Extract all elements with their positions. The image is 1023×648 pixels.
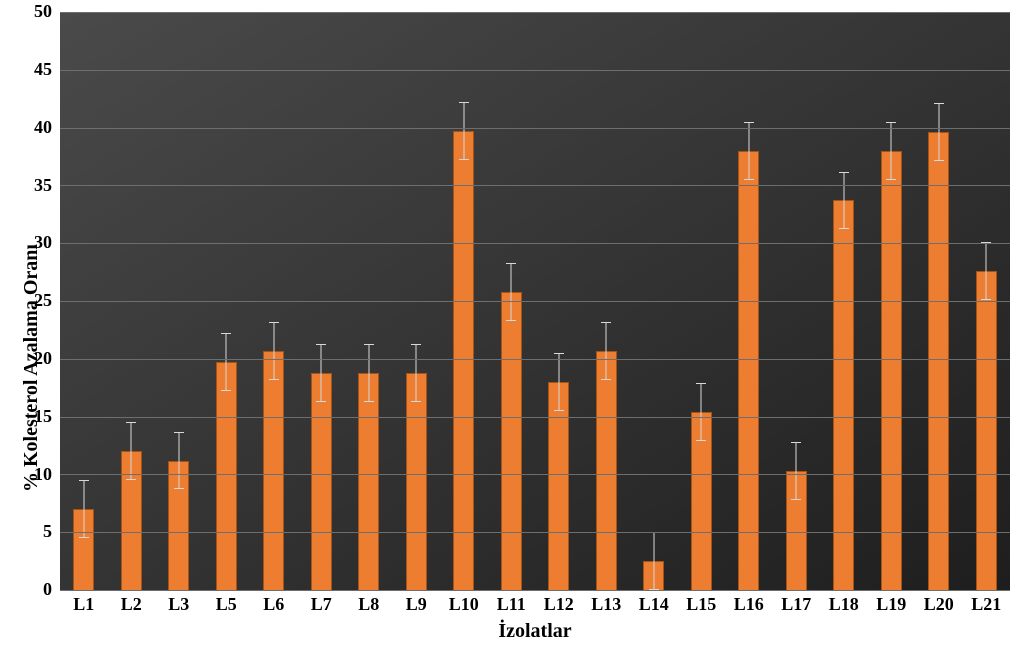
x-tick-label: L9	[393, 594, 441, 615]
gridline	[60, 243, 1010, 244]
error-bar	[269, 322, 279, 380]
x-tick-label: L11	[488, 594, 536, 615]
bar	[928, 132, 949, 590]
x-tick-label: L20	[915, 594, 963, 615]
gridline	[60, 128, 1010, 129]
x-tick-label: L15	[678, 594, 726, 615]
x-tick-label: L8	[345, 594, 393, 615]
error-bar	[221, 333, 231, 391]
x-tick-label: L21	[963, 594, 1011, 615]
error-bar	[79, 480, 89, 538]
error-bar	[696, 383, 706, 441]
error-bar	[934, 103, 944, 161]
gridline	[60, 185, 1010, 186]
error-bar	[886, 122, 896, 180]
chart-frame: 05101520253035404550 L1L2L3L5L6L7L8L9L10…	[0, 0, 1023, 648]
x-tick-label: L10	[440, 594, 488, 615]
error-bar	[839, 172, 849, 230]
bar	[216, 362, 237, 590]
bar	[406, 373, 427, 590]
bar	[976, 271, 997, 590]
bar	[358, 373, 379, 590]
bar	[501, 292, 522, 590]
x-tick-label: L2	[108, 594, 156, 615]
bar	[881, 151, 902, 590]
x-axis-label: İzolatlar	[60, 620, 1010, 643]
gridline	[60, 359, 1010, 360]
y-tick-label: 50	[0, 1, 52, 22]
gridline	[60, 301, 1010, 302]
gridline	[60, 532, 1010, 533]
error-bar	[316, 344, 326, 402]
x-tick-label: L16	[725, 594, 773, 615]
error-bar	[601, 322, 611, 380]
error-bar	[554, 353, 564, 411]
x-tick-label: L6	[250, 594, 298, 615]
y-tick-label: 5	[0, 521, 52, 542]
x-tick-label: L5	[203, 594, 251, 615]
bar	[263, 351, 284, 590]
gridline	[60, 590, 1010, 591]
gridline	[60, 417, 1010, 418]
y-tick-label: 35	[0, 175, 52, 196]
error-bar	[744, 122, 754, 180]
x-tick-label: L3	[155, 594, 203, 615]
error-bar	[174, 432, 184, 490]
gridline	[60, 70, 1010, 71]
x-tick-label: L18	[820, 594, 868, 615]
x-tick-label: L14	[630, 594, 678, 615]
error-bar	[506, 263, 516, 321]
error-bar	[411, 344, 421, 402]
gridline	[60, 474, 1010, 475]
bar	[596, 351, 617, 590]
error-bar	[459, 102, 469, 160]
error-bar	[126, 422, 136, 480]
gridline	[60, 12, 1010, 13]
x-tick-label: L7	[298, 594, 346, 615]
error-bar	[649, 532, 659, 590]
x-tick-label: L13	[583, 594, 631, 615]
y-tick-label: 40	[0, 117, 52, 138]
error-bar	[981, 242, 991, 300]
y-tick-label: 0	[0, 579, 52, 600]
error-bar	[791, 442, 801, 500]
bar	[548, 382, 569, 590]
bar	[311, 373, 332, 590]
x-tick-label: L12	[535, 594, 583, 615]
bar	[453, 131, 474, 590]
x-tick-label: L17	[773, 594, 821, 615]
y-axis-label: % Kolesterol Azalama Oranı	[20, 244, 43, 492]
x-tick-label: L19	[868, 594, 916, 615]
bar	[738, 151, 759, 590]
error-bar	[364, 344, 374, 402]
x-tick-label: L1	[60, 594, 108, 615]
y-tick-label: 45	[0, 59, 52, 80]
